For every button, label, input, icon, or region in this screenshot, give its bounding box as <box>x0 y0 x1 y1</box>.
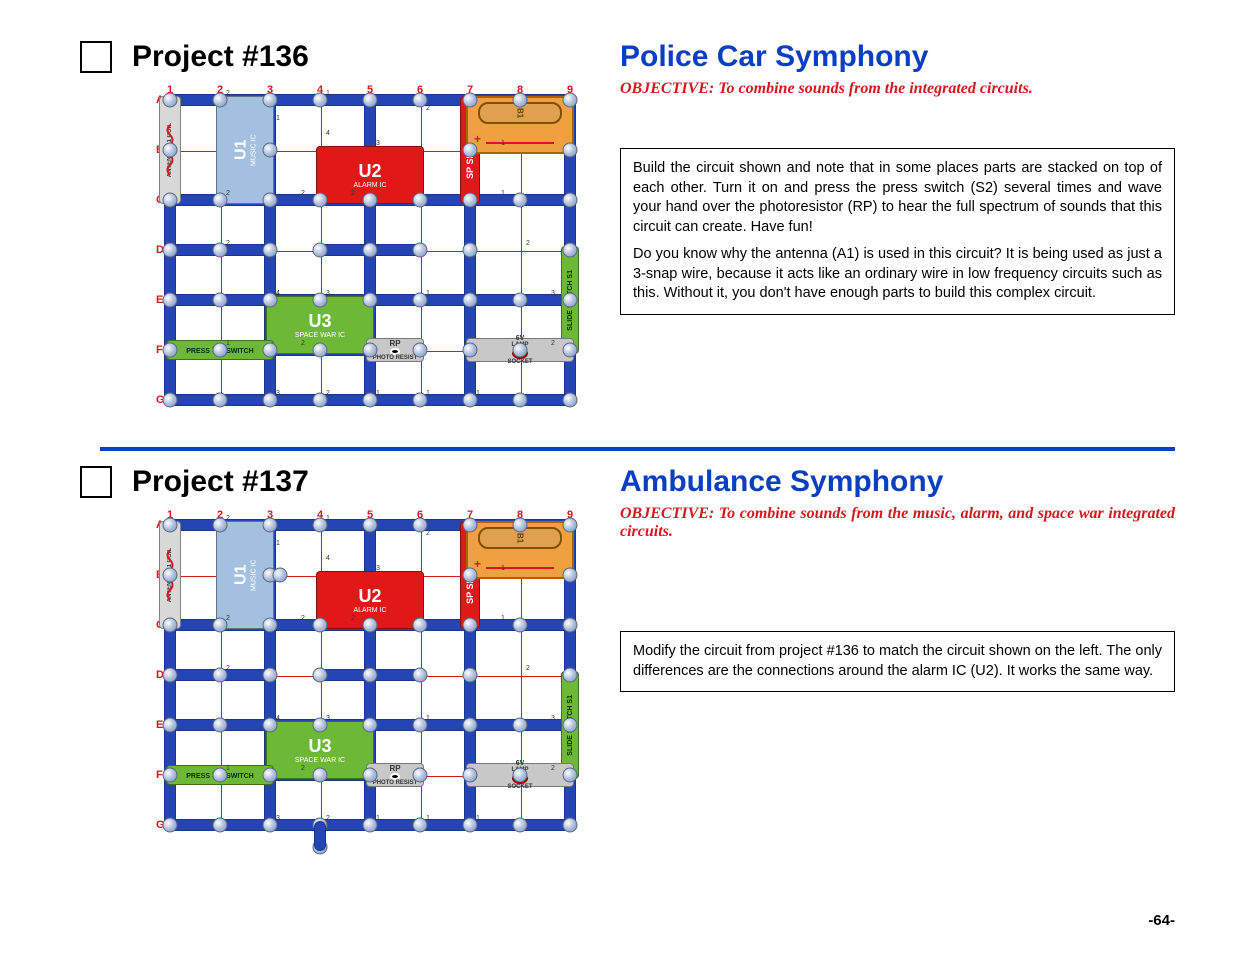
project-title: Ambulance Symphony <box>620 465 1175 499</box>
objective-text: OBJECTIVE: To combine sounds from the in… <box>620 80 1175 98</box>
instruction-para: Do you know why the antenna (A1) is used… <box>633 245 1162 304</box>
objective-text: OBJECTIVE: To combine sounds from the mu… <box>620 505 1175 541</box>
instruction-para: Build the circuit shown and note that in… <box>633 159 1162 237</box>
left-column: Project #136 123456789ABCDEFGANTENNA A1 … <box>100 40 590 437</box>
project-137: Project #137 123456789ABCDEFGANTENNA A1 … <box>100 465 1175 862</box>
project-checkbox[interactable] <box>80 41 112 73</box>
title-row: Project #137 <box>100 465 590 499</box>
title-row: Project #136 <box>100 40 590 74</box>
left-column: Project #137 123456789ABCDEFGANTENNA A1 … <box>100 465 590 862</box>
right-column: Police Car Symphony OBJECTIVE: To combin… <box>620 40 1175 437</box>
right-column: Ambulance Symphony OBJECTIVE: To combine… <box>620 465 1175 862</box>
instructions-box: Build the circuit shown and note that in… <box>620 148 1175 315</box>
project-checkbox[interactable] <box>80 466 112 498</box>
project-136: Project #136 123456789ABCDEFGANTENNA A1 … <box>100 40 1175 437</box>
instruction-para: Modify the circuit from project #136 to … <box>633 642 1162 681</box>
circuit-diagram-137: 123456789ABCDEFGANTENNA A1 COILU1MUSIC I… <box>148 507 578 862</box>
project-number: Project #136 <box>132 40 309 74</box>
page-number: -64- <box>1148 912 1175 929</box>
project-title: Police Car Symphony <box>620 40 1175 74</box>
section-divider <box>100 447 1175 451</box>
project-number: Project #137 <box>132 465 309 499</box>
circuit-diagram-136: 123456789ABCDEFGANTENNA A1 COILU1MUSIC I… <box>148 82 578 437</box>
instructions-box: Modify the circuit from project #136 to … <box>620 631 1175 692</box>
